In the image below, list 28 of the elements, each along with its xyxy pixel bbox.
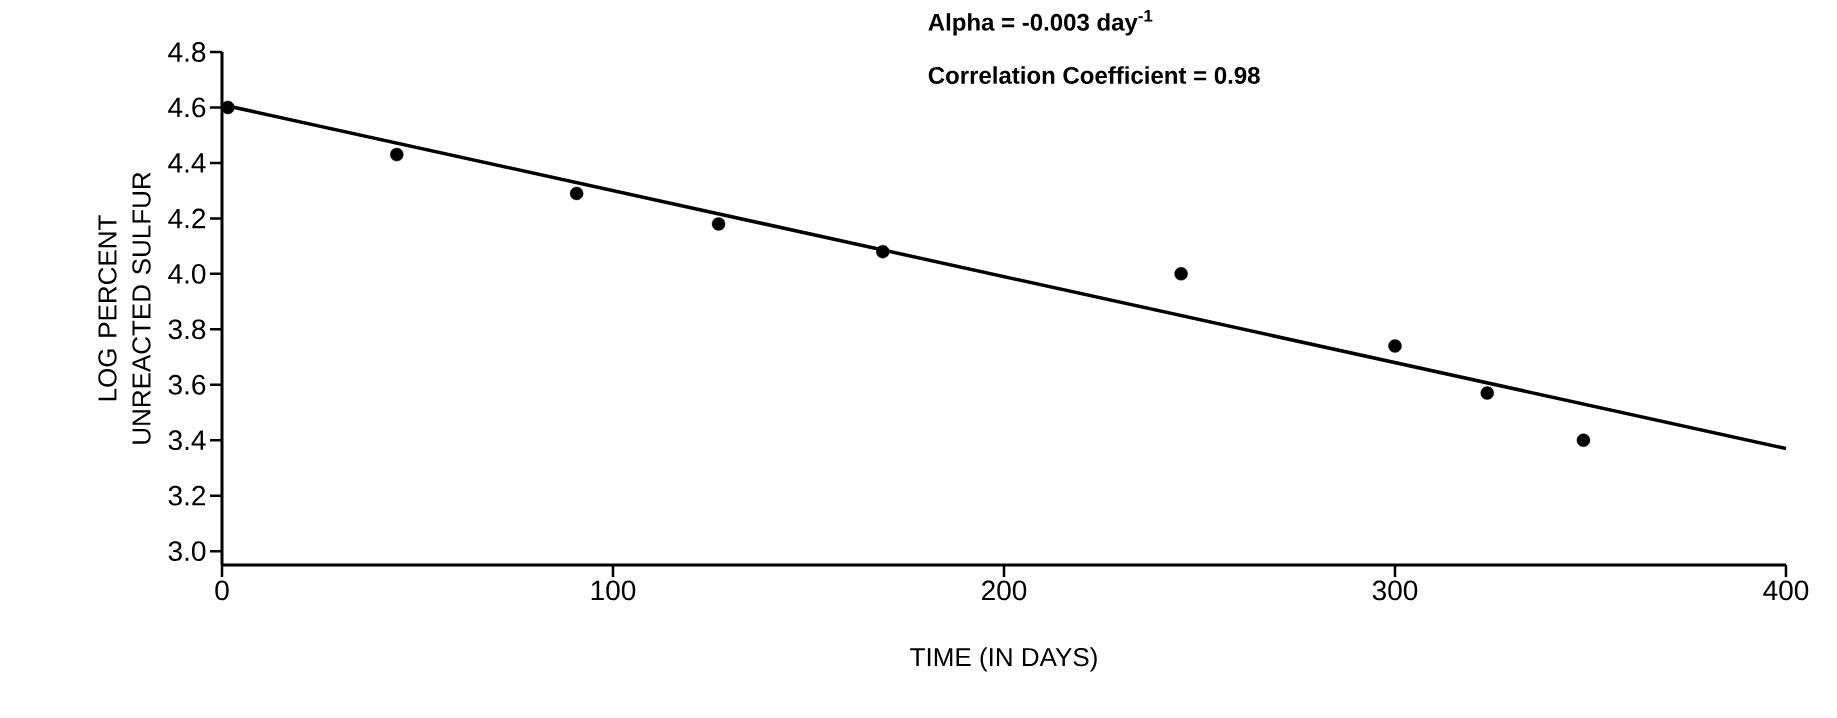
y-tick-label: 3.2 [168,485,206,506]
point [569,186,584,201]
point [711,217,726,231]
point [1480,386,1494,400]
point [221,100,235,115]
point [1388,339,1402,353]
y-axis-title: LOG PERCENT UNREACTED SULFUR [98,172,151,444]
y-tick-label: 4.8 [168,42,206,62]
annotation: Correlation Coefficient = 0.98 [928,66,1260,84]
point [1174,267,1188,281]
y-tick-label: 3.0 [168,541,206,562]
y-tick-label: 3.6 [168,374,206,395]
y-tick-label: 3.4 [168,430,206,451]
text: Alpha = -0.003 day$^{-1}$ [928,9,1153,36]
x-tick-label: 200 [982,580,1027,601]
y-tick-label: 3.8 [168,319,206,340]
point [390,147,404,162]
x-axis-title: TIME (IN DAYS) [910,647,1097,672]
point [1576,433,1591,447]
x-tick-label: 100 [591,580,636,601]
y-tick-label: 4.0 [168,263,206,284]
x-tick-label: 300 [1372,580,1418,601]
y-tick-label: 4.6 [168,97,206,118]
y-tick-label: 4.4 [168,153,206,173]
x-tick-label: 0 [215,580,229,601]
x-tick-label: 400 [1763,580,1809,601]
point [876,244,890,259]
y-tick-label: 4.2 [168,208,206,229]
